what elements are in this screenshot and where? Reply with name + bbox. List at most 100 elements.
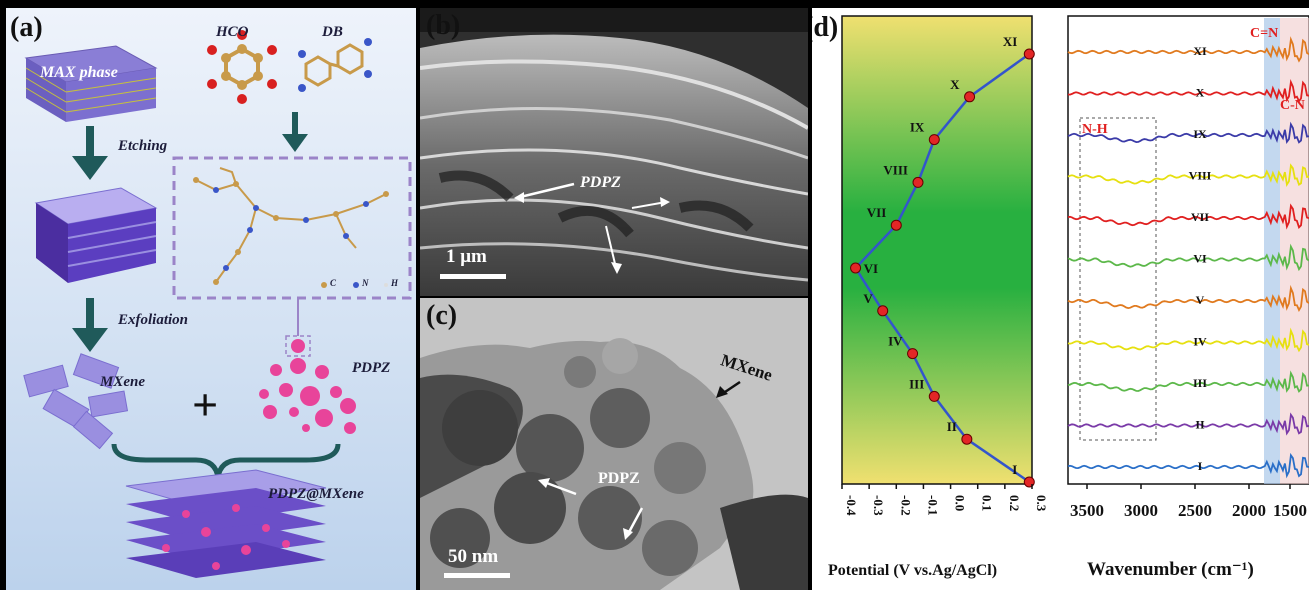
- potential-tick-label: -0.1: [925, 495, 940, 516]
- db-label: DB: [322, 24, 343, 40]
- sem-texture: [420, 8, 808, 296]
- potential-tick-label: -0.2: [898, 495, 913, 516]
- potential-point-label: VI: [864, 261, 878, 276]
- potential-tick-label: -0.3: [871, 495, 886, 516]
- potential-point: [964, 91, 976, 103]
- ftir-series-line: [1067, 243, 1309, 272]
- exfoliation-arrow: [72, 298, 108, 352]
- tem-scale-bar: [444, 573, 510, 578]
- wavenumber-tick-label: 1500: [1273, 501, 1307, 520]
- panel-c-tem-image: (c) MXene PDPZ 50 nm: [420, 298, 808, 590]
- sem-scale-text: 1 μm: [446, 246, 487, 267]
- tem-texture: [420, 298, 808, 590]
- panel-a-drawing: +: [23, 30, 412, 578]
- wavenumber-tick-label: 3000: [1124, 501, 1158, 520]
- ftir-series-line: [1067, 121, 1309, 145]
- pdpz-particles: [259, 339, 356, 434]
- max-phase-label: MAX phase: [40, 64, 118, 81]
- wavenumber-tick-label: 2000: [1232, 501, 1266, 520]
- atom-legend: [321, 282, 388, 288]
- potential-point: [928, 134, 940, 146]
- nh-region-box: [1079, 117, 1157, 441]
- potential-point: [912, 176, 924, 188]
- ftir-series-label: II: [1195, 418, 1205, 432]
- panel-a-label: (a): [10, 12, 43, 43]
- ftir-series-line: [1067, 79, 1309, 103]
- cn-single-annotation: C-N: [1280, 98, 1305, 113]
- potential-point: [877, 305, 889, 317]
- potential-point: [907, 348, 919, 360]
- potential-tick-label: 0.3: [1034, 495, 1049, 512]
- nh-annotation: N-H: [1082, 122, 1108, 137]
- panel-a-schematic: (a): [6, 8, 416, 590]
- hco-label: HCO: [216, 24, 249, 40]
- panel-d-charts: (d) XIXIXVIIIVIIVIVIVIIIIII-0.4-0.3-0.2-…: [812, 8, 1309, 590]
- ftir-series-line: [1067, 36, 1309, 63]
- merge-brace: [111, 443, 341, 479]
- plus-sign: +: [192, 379, 218, 430]
- ftir-series-label: III: [1193, 376, 1207, 390]
- wavenumber-axis-label: Wavenumber (cm⁻¹): [1087, 559, 1254, 580]
- potential-plot-area: [841, 15, 1033, 485]
- composite-stack: [125, 469, 327, 578]
- potential-tick-label: 0.0: [953, 495, 968, 511]
- polymer-structure: [195, 167, 387, 283]
- potential-point-label: V: [863, 291, 873, 306]
- ftir-series-line: [1067, 370, 1309, 393]
- ftir-series-label: V: [1196, 293, 1205, 307]
- ftir-series-line: [1067, 327, 1309, 353]
- ftir-series-label: VII: [1191, 210, 1209, 224]
- ftir-series-label: IX: [1193, 127, 1207, 141]
- ftir-series-line: [1067, 163, 1309, 188]
- panel-b-label: (b): [426, 10, 461, 41]
- potential-point: [928, 390, 940, 402]
- panel-c-label: (c): [426, 300, 458, 331]
- etching-label: Etching: [118, 138, 168, 154]
- ftir-series-label: VI: [1193, 252, 1207, 266]
- potential-point: [961, 433, 973, 445]
- potential-point: [890, 219, 902, 231]
- ftir-series-label: VIII: [1189, 169, 1212, 183]
- potential-point-label: X: [950, 77, 960, 92]
- ftir-series-line: [1067, 452, 1309, 479]
- mxene-sheets: [23, 353, 129, 450]
- potential-point: [850, 262, 862, 274]
- composite-label: PDPZ@MXene: [268, 486, 364, 502]
- potential-point-label: III: [909, 376, 924, 391]
- potential-tick-label: -0.4: [844, 495, 859, 516]
- ftir-series-label: X: [1196, 86, 1205, 100]
- potential-point-label: VIII: [883, 162, 908, 177]
- max-phase-graphic: [24, 45, 158, 122]
- mxene-label: MXene: [100, 374, 145, 390]
- exfoliation-label: Exfoliation: [118, 312, 189, 328]
- ftir-series-line: [1067, 284, 1309, 312]
- cn-double-annotation: C=N: [1250, 26, 1279, 41]
- panel-d-label: (d): [812, 12, 839, 43]
- etched-mxene-graphic: [34, 187, 158, 283]
- pdpz-label: PDPZ: [352, 360, 391, 376]
- potential-point-label: XI: [1003, 34, 1017, 49]
- cn-double-band: [1264, 18, 1280, 484]
- potential-point-label: IV: [888, 334, 903, 349]
- legend-n: N: [362, 278, 369, 288]
- potential-tick-label: 0.2: [1007, 495, 1022, 511]
- wavenumber-tick-label: 2500: [1178, 501, 1212, 520]
- polymer-dashed-box: [172, 156, 412, 300]
- legend-h: H: [391, 278, 399, 288]
- wavenumber-tick-label: 3500: [1070, 501, 1104, 520]
- potential-point-label: I: [1012, 462, 1017, 477]
- tem-pdpz-annotation: PDPZ: [598, 470, 640, 487]
- sem-scale-bar: [440, 274, 506, 279]
- polymer-atoms: [193, 177, 389, 285]
- hco-molecule: [207, 30, 277, 104]
- sem-pdpz-annotation: PDPZ: [580, 174, 621, 191]
- db-molecule: [298, 38, 372, 92]
- potential-point-label: II: [947, 419, 957, 434]
- legend-c: C: [330, 278, 337, 288]
- potential-tick-label: 0.1: [980, 495, 995, 511]
- etching-arrow: [72, 126, 108, 180]
- ftir-series-label: I: [1198, 459, 1203, 473]
- tem-scale-text: 50 nm: [448, 546, 499, 567]
- potential-point: [1023, 476, 1035, 488]
